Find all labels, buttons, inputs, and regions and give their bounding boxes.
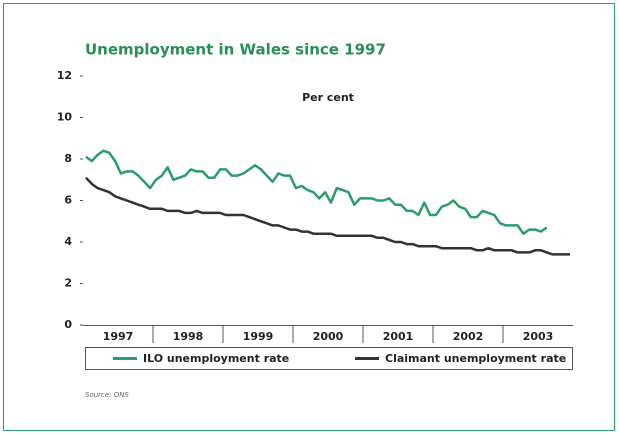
frame: [3, 3, 615, 431]
x-tick-label: 1999: [243, 330, 274, 343]
series-line: [84, 176, 571, 256]
x-tick-label: 1997: [103, 330, 134, 343]
x-tick-label: 2001: [383, 330, 414, 343]
source: Source: ONS: [85, 391, 130, 399]
legend-label: Claimant unemployment rate: [385, 352, 566, 365]
chart-title: Unemployment in Wales since 1997: [85, 41, 386, 59]
x-tick-label: 2002: [453, 330, 484, 343]
y-tick-label: 0: [64, 318, 72, 331]
x-tick-label: 1998: [173, 330, 204, 343]
x-tick-label: 2000: [313, 330, 344, 343]
y-tick-label: 8: [64, 152, 72, 165]
legend-box: [85, 347, 573, 370]
y-tick-label: 2: [64, 277, 72, 290]
x-tick-label: 2003: [523, 330, 554, 343]
legend-label: ILO unemployment rate: [143, 352, 289, 365]
y-axis-label: Per cent: [302, 91, 354, 104]
y-tick-label: 12: [57, 69, 72, 82]
series-line: [85, 149, 548, 235]
y-tick-label: 4: [64, 235, 72, 248]
y-tick-label: 6: [64, 194, 72, 207]
y-tick-label: 10: [57, 111, 73, 124]
